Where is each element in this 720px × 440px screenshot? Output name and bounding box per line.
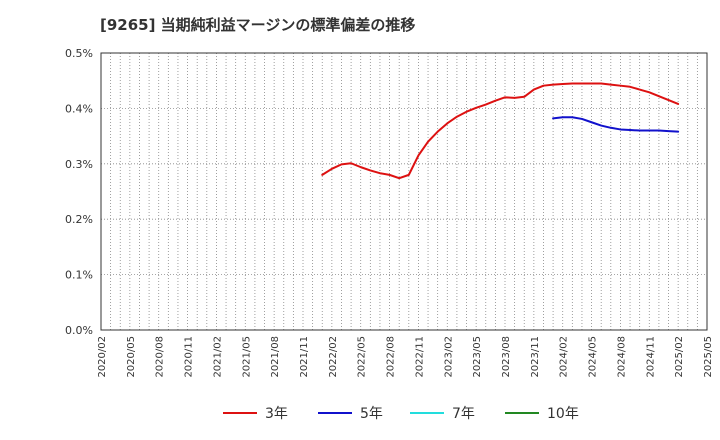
x-tick-label: 2024/11	[645, 336, 656, 378]
x-tick-label: 2021/08	[270, 336, 281, 378]
chart-title: [9265] 当期純利益マージンの標準偏差の推移	[100, 16, 415, 34]
legend: 3年 5年 7年 10年	[223, 406, 579, 422]
y-tick-label: 0.1%	[65, 269, 93, 282]
x-tick-label: 2022/11	[414, 336, 425, 378]
x-tick-label: 2022/08	[386, 336, 397, 378]
y-tick-label: 0.3%	[65, 158, 93, 171]
x-tick-label: 2025/05	[703, 336, 714, 378]
x-axis-ticks: 2020/02 2020/05 2020/08 2020/11 2021/02 2021/…	[97, 336, 714, 378]
x-tick-label: 2024/02	[559, 336, 570, 378]
x-tick-label: 2020/05	[126, 336, 137, 378]
y-tick-label: 0.0%	[65, 324, 93, 337]
series-line-2	[552, 116, 680, 133]
x-tick-label: 2020/11	[184, 336, 195, 378]
x-tick-label: 2023/11	[530, 336, 541, 378]
legend-label: 10年	[547, 406, 579, 422]
legend-label: 3年	[265, 406, 288, 422]
plot-border	[100, 52, 708, 331]
x-tick-label: 2024/05	[588, 336, 599, 378]
x-tick-label: 2023/02	[443, 336, 454, 378]
y-axis-ticks: 0.5% 0.4% 0.3% 0.2% 0.1% 0.0%	[65, 47, 93, 337]
x-tick-label: 2021/11	[299, 336, 310, 378]
x-tick-label: 2024/08	[616, 336, 627, 378]
plot-frame	[101, 53, 707, 330]
x-tick-label: 2021/05	[241, 336, 252, 378]
x-tick-label: 2022/02	[328, 336, 339, 378]
x-tick-label: 2020/02	[97, 336, 108, 378]
series-line-1	[321, 82, 680, 180]
y-tick-label: 0.5%	[65, 47, 93, 60]
legend-label: 5年	[360, 406, 383, 422]
x-tick-label: 2023/08	[501, 336, 512, 378]
x-tick-label: 2022/05	[357, 336, 368, 378]
series-layer	[321, 82, 680, 180]
x-tick-label: 2023/05	[472, 336, 483, 378]
legend-label: 7年	[452, 406, 475, 422]
x-tick-label: 2025/02	[674, 336, 685, 378]
x-tick-label: 2020/08	[155, 336, 166, 378]
x-tick-label: 2021/02	[212, 336, 223, 378]
y-tick-label: 0.2%	[65, 213, 93, 226]
y-tick-label: 0.4%	[65, 102, 93, 115]
